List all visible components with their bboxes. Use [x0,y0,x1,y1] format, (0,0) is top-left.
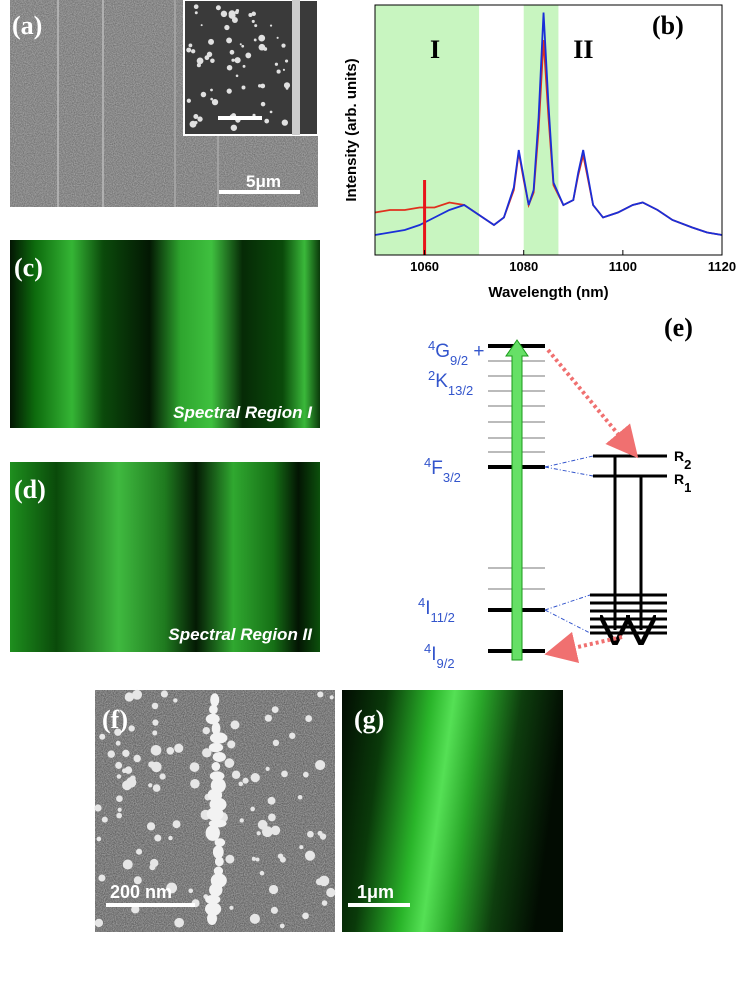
region-label: I [430,35,440,64]
chart: 1060 1080 1100 1120 Wavelength (nm) Intensity… [343,4,736,301]
panel-c: (c) Spectral Region I [10,240,320,428]
panel-label: (a) [12,11,42,40]
scale-label: 5μm [246,172,281,191]
x-tick-label: 1100 [609,259,637,274]
level-label: 2K13/2 [428,368,473,398]
subscript: 9/2 [437,656,455,671]
region-label: II [573,35,593,64]
level-label: 4F3/2 [424,455,461,485]
scale-label: 200 nm [110,882,172,902]
symbol: R [674,471,684,487]
panel-a: 5μm (a) [10,0,319,207]
panel-label: (e) [664,313,693,342]
plot-frame [374,4,723,256]
x-tick-label: 1060 [410,259,439,274]
superscript: 4 [428,338,435,353]
subscript: 1 [684,480,691,495]
superscript: 4 [418,595,425,610]
panel-f: 200 nm (f) [94,689,336,932]
panel-label: (c) [14,253,43,282]
panel-label: (b) [652,11,684,40]
panel-g: (g) 1μm [342,690,563,932]
caption: Spectral Region I [173,403,313,422]
panel-d: (d) Spectral Region II [10,462,320,652]
subscript: 11/2 [431,610,455,625]
sublevel-label: R2 [674,448,691,472]
subscript: 13/2 [448,383,473,398]
level-label: 4I9/2 [424,641,455,671]
superscript: 2 [428,368,435,383]
symbol: R [674,448,684,464]
subscript: 2 [684,457,691,472]
region [375,5,480,255]
scale-label: 1μm [357,882,394,902]
level-label: 4G9/2 + [428,338,484,368]
superscript: 4 [424,641,431,656]
superscript: 4 [424,455,431,470]
panel-label: (f) [102,705,128,734]
sublevel-label: R1 [674,471,691,495]
caption: Spectral Region II [168,625,313,644]
symbol: I [425,598,430,619]
x-axis-label: Wavelength (nm) [488,284,608,301]
subscript: 9/2 [450,353,468,368]
suffix: + [468,341,484,362]
symbol: I [431,644,436,665]
level-label: 4I11/2 [418,595,455,625]
panel-label: (d) [14,475,46,504]
symbol: G [435,341,450,362]
symbol: K [435,371,448,392]
region [523,5,559,255]
x-tick-label: 1120 [708,259,736,274]
symbol: F [431,458,443,479]
subscript: 3/2 [443,470,461,485]
x-tick-label: 1080 [509,259,538,274]
y-axis-label: Intensity (arb. units) [343,58,360,201]
panel-label: (g) [354,705,384,734]
spectrum-line [374,12,723,236]
